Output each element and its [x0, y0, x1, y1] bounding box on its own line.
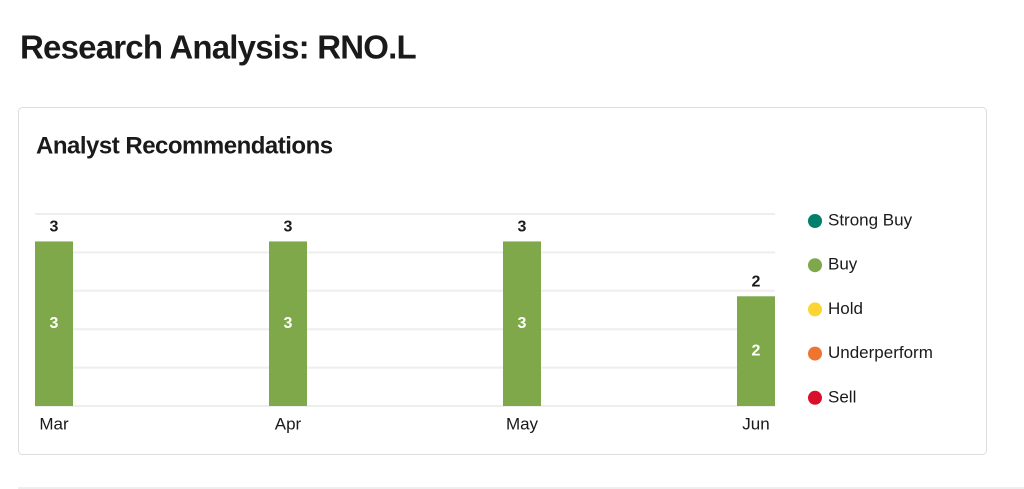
x-tick-label: May: [506, 414, 539, 433]
bar-total-label: 3: [284, 219, 293, 236]
legend-label: Sell: [828, 387, 856, 406]
bar-value-label: 3: [284, 315, 293, 332]
bar-value-label: 3: [518, 315, 527, 332]
bar-segment: [269, 241, 307, 406]
bar-total-label: 3: [518, 219, 527, 236]
chart-title: Analyst Recommendations: [36, 132, 333, 159]
legend-marker: [808, 346, 822, 361]
bar-total-label: 3: [50, 219, 59, 236]
legend-marker: [808, 258, 822, 273]
legend-label: Buy: [828, 255, 858, 274]
x-tick-label: Apr: [275, 414, 302, 433]
legend-label: Strong Buy: [828, 210, 913, 229]
bar-value-label: 2: [752, 342, 761, 359]
x-tick-label: Jun: [742, 414, 769, 433]
x-tick-label: Mar: [39, 414, 69, 433]
legend-marker: [808, 302, 822, 317]
bar-segment: [503, 241, 541, 406]
page-title: Research Analysis: RNO.L: [20, 29, 417, 66]
bar-segment: [35, 241, 73, 406]
legend-label: Hold: [828, 299, 863, 318]
bar-segment: [737, 296, 775, 406]
bar-value-label: 3: [50, 315, 59, 332]
legend-label: Underperform: [828, 343, 933, 362]
legend-marker: [808, 214, 822, 228]
legend-marker: [808, 390, 822, 405]
bar-total-label: 2: [752, 274, 761, 291]
